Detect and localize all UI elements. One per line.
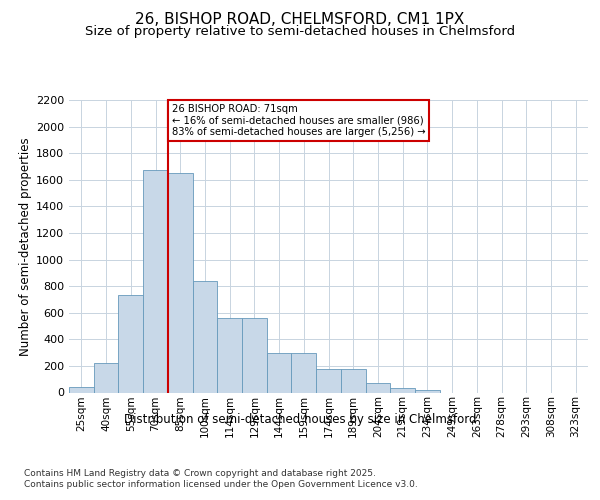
Bar [415, 390, 440, 392]
Bar [168, 173, 193, 392]
Bar [267, 352, 292, 393]
Bar [118, 296, 143, 392]
Text: Size of property relative to semi-detached houses in Chelmsford: Size of property relative to semi-detach… [85, 25, 515, 38]
Text: 26, BISHOP ROAD, CHELMSFORD, CM1 1PX: 26, BISHOP ROAD, CHELMSFORD, CM1 1PX [136, 12, 464, 28]
Bar [69, 387, 94, 392]
Bar [316, 368, 341, 392]
Bar [365, 383, 390, 392]
Y-axis label: Number of semi-detached properties: Number of semi-detached properties [19, 137, 32, 356]
Bar [94, 362, 118, 392]
Text: Distribution of semi-detached houses by size in Chelmsford: Distribution of semi-detached houses by … [124, 412, 476, 426]
Bar [193, 281, 217, 392]
Bar [143, 170, 168, 392]
Bar [217, 318, 242, 392]
Bar [390, 388, 415, 392]
Text: Contains public sector information licensed under the Open Government Licence v3: Contains public sector information licen… [24, 480, 418, 489]
Text: Contains HM Land Registry data © Crown copyright and database right 2025.: Contains HM Land Registry data © Crown c… [24, 469, 376, 478]
Bar [341, 368, 365, 392]
Bar [242, 318, 267, 392]
Text: 26 BISHOP ROAD: 71sqm
← 16% of semi-detached houses are smaller (986)
83% of sem: 26 BISHOP ROAD: 71sqm ← 16% of semi-deta… [172, 104, 425, 137]
Bar [292, 352, 316, 393]
